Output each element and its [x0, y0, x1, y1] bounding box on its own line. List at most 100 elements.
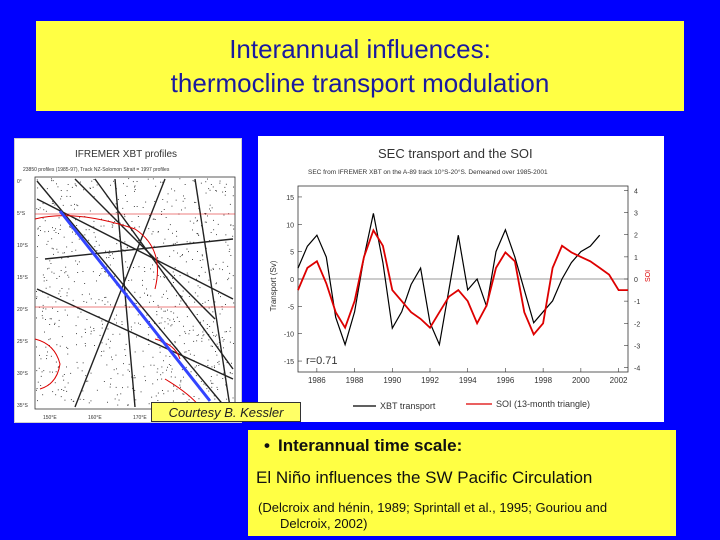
profile-dot	[147, 178, 149, 180]
profile-dot	[164, 277, 165, 279]
profile-dot	[76, 225, 78, 226]
info-box: • Interannual time scale: El Niño influe…	[248, 430, 676, 536]
profile-dot	[186, 401, 188, 403]
profile-dot	[195, 375, 197, 377]
profile-dot	[42, 274, 44, 276]
profile-dot	[211, 386, 213, 388]
right-tick-label: -2	[634, 321, 640, 328]
profile-dot	[201, 225, 202, 227]
profile-dot	[163, 360, 164, 362]
profile-dot	[100, 273, 102, 275]
profile-dot	[54, 322, 56, 324]
x-tick-label: 1998	[534, 376, 552, 385]
profile-dot	[231, 373, 233, 375]
profile-dot	[198, 334, 199, 336]
profile-dot	[209, 208, 210, 210]
coastline-1	[34, 215, 158, 290]
profile-dot	[103, 350, 105, 352]
profile-dot	[108, 253, 110, 255]
profile-dot	[153, 271, 155, 273]
profile-dot	[180, 386, 181, 388]
xbt-map-svg: IFREMER XBT profiles 23850 profiles (198…	[17, 149, 238, 421]
profile-dot	[43, 280, 45, 282]
profile-dot	[157, 257, 158, 259]
profile-dot	[59, 345, 61, 347]
profile-dot	[36, 388, 38, 389]
profile-dot	[219, 313, 221, 315]
profile-dot	[82, 271, 84, 272]
bullet-heading: Interannual time scale:	[278, 436, 463, 455]
profile-dot	[179, 178, 181, 180]
profile-dot	[58, 275, 60, 277]
profile-dot	[184, 331, 186, 333]
profile-dot	[174, 342, 176, 344]
profile-dot	[164, 238, 166, 240]
profile-dot	[165, 355, 167, 357]
bullet-row: • Interannual time scale:	[256, 436, 668, 456]
profile-dot	[90, 400, 92, 402]
profile-dot	[179, 256, 181, 258]
profile-dot	[183, 393, 185, 395]
profile-dot	[197, 251, 198, 252]
profile-dot	[58, 293, 60, 295]
map-subtitle: 23850 profiles (1985-97), Track NZ-Solom…	[23, 167, 170, 173]
profile-dot	[196, 278, 197, 280]
profile-dot	[173, 312, 175, 314]
profile-dot	[149, 301, 150, 303]
profile-dot	[232, 235, 234, 237]
profile-dot	[41, 315, 43, 317]
profile-dot	[56, 183, 57, 185]
profile-dot	[222, 269, 223, 271]
profile-dot	[91, 180, 93, 182]
profile-dot	[219, 180, 221, 182]
profile-dot	[64, 386, 66, 388]
profile-dot	[172, 271, 174, 273]
profile-dot	[49, 318, 51, 320]
profile-dot	[161, 181, 163, 183]
profile-dot	[123, 183, 124, 185]
profile-dot	[177, 252, 178, 254]
right-tick-label: -1	[634, 299, 640, 306]
profile-dot	[218, 293, 219, 295]
profile-dot	[162, 390, 163, 391]
profile-dot	[39, 207, 41, 209]
profile-dot	[54, 382, 56, 384]
profile-dot	[216, 354, 218, 356]
profile-dot	[103, 381, 105, 382]
profile-dot	[43, 209, 45, 211]
profile-dot	[188, 333, 190, 335]
profile-dot	[37, 187, 39, 189]
profile-dot	[75, 325, 77, 327]
profile-dot	[174, 190, 176, 192]
profile-dot	[174, 243, 176, 245]
profile-dot	[106, 266, 108, 268]
profile-dot	[96, 250, 98, 252]
profile-dot	[169, 255, 171, 257]
profile-dot	[173, 385, 175, 387]
profile-dot	[131, 221, 133, 222]
profile-dot	[134, 322, 136, 324]
map-title: IFREMER XBT profiles	[75, 149, 177, 160]
profile-dot	[48, 339, 50, 341]
profile-dot	[162, 199, 164, 200]
profile-dot	[173, 282, 174, 283]
profile-dot	[192, 229, 193, 231]
profile-dot	[216, 374, 218, 376]
profile-dot	[94, 246, 96, 248]
longitude-label: 160°E	[88, 415, 102, 421]
profile-dot	[104, 271, 106, 273]
profile-dot	[64, 252, 65, 254]
profile-dot	[42, 304, 44, 306]
profile-dot	[75, 260, 77, 262]
profile-dot	[233, 186, 234, 188]
profile-dot	[221, 337, 223, 338]
profile-dot	[52, 371, 53, 373]
profile-dot	[160, 276, 161, 278]
profile-dot	[182, 393, 184, 395]
profile-dot	[52, 227, 53, 229]
profile-dot	[127, 404, 129, 406]
profile-dot	[96, 280, 97, 282]
profile-dot	[185, 366, 187, 368]
profile-dot	[70, 226, 72, 228]
profile-dot	[124, 214, 125, 216]
